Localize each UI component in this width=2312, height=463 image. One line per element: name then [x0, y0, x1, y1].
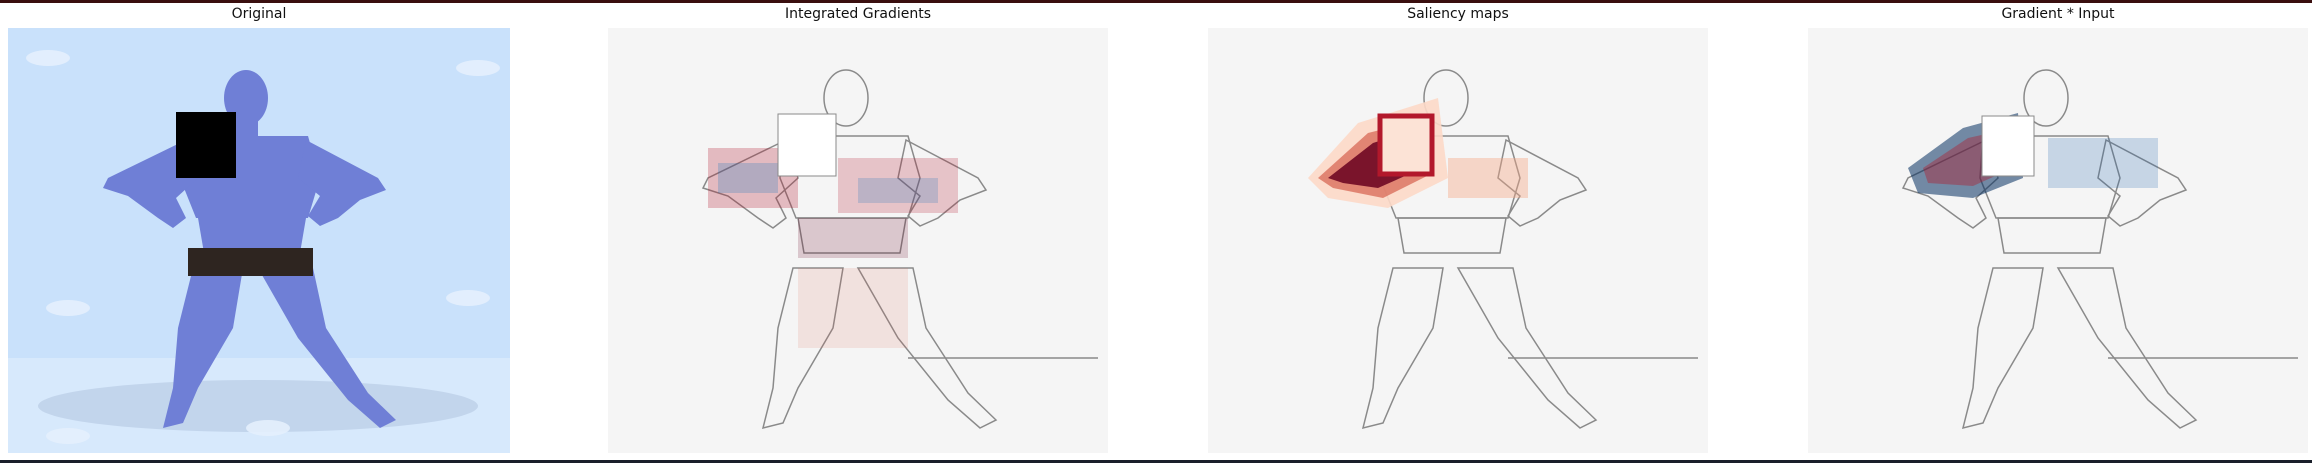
saliency-map — [1208, 28, 1708, 453]
figure-bottom-border — [0, 460, 2312, 463]
panel-title: Gradient * Input — [2001, 6, 2115, 22]
panel-title: Original — [231, 6, 287, 22]
panel-title: Integrated Gradients — [785, 6, 931, 22]
figure-top-border — [0, 0, 2312, 3]
integrated-gradients-map — [608, 28, 1108, 453]
original-image — [8, 28, 510, 453]
panel-title: Saliency maps — [1407, 6, 1509, 22]
gradient-input-map — [1808, 28, 2308, 453]
